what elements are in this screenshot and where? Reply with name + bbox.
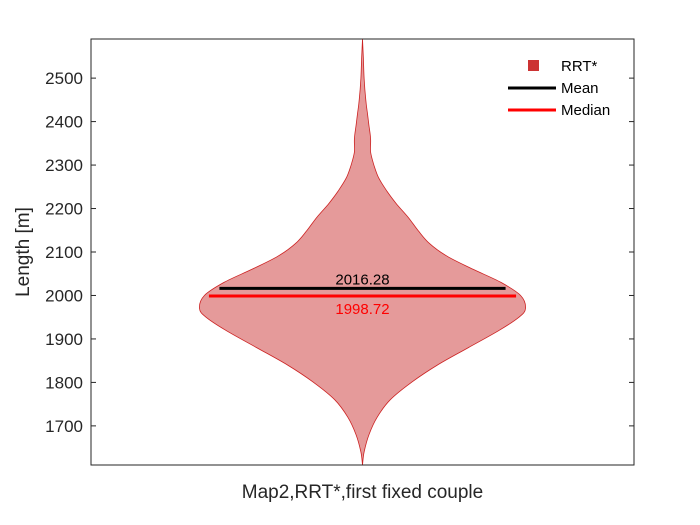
mean-value-label: 2016.28 (335, 271, 389, 288)
violin-layer (199, 38, 526, 466)
legend-label-mean: Mean (561, 80, 599, 97)
y-tick-label: 1900 (45, 330, 83, 349)
y-axis: 1700 1800 1900 2000 2100 2200 2300 2400 2500 (45, 69, 634, 436)
y-tick-label: 2100 (45, 243, 83, 262)
y-tick-label: 2300 (45, 156, 83, 175)
x-axis-label: Map2,RRT*,first fixed couple (242, 482, 483, 503)
y-tick-label: 1700 (45, 417, 83, 436)
legend-label-rrt: RRT* (561, 58, 598, 75)
y-tick-label: 2200 (45, 200, 83, 219)
median-value-label: 1998.72 (335, 301, 389, 318)
legend: RRT* Mean Median (508, 58, 610, 119)
stat-lines: 2016.28 1998.72 (208, 271, 517, 318)
legend-marker-rrt (528, 60, 539, 71)
y-tick-label: 2400 (45, 113, 83, 132)
violin-body (199, 38, 526, 466)
y-axis-label: Length [m] (13, 207, 34, 297)
y-tick-label: 1800 (45, 373, 83, 392)
legend-label-median: Median (561, 102, 610, 119)
y-tick-label: 2000 (45, 286, 83, 305)
y-tick-label: 2500 (45, 69, 83, 88)
